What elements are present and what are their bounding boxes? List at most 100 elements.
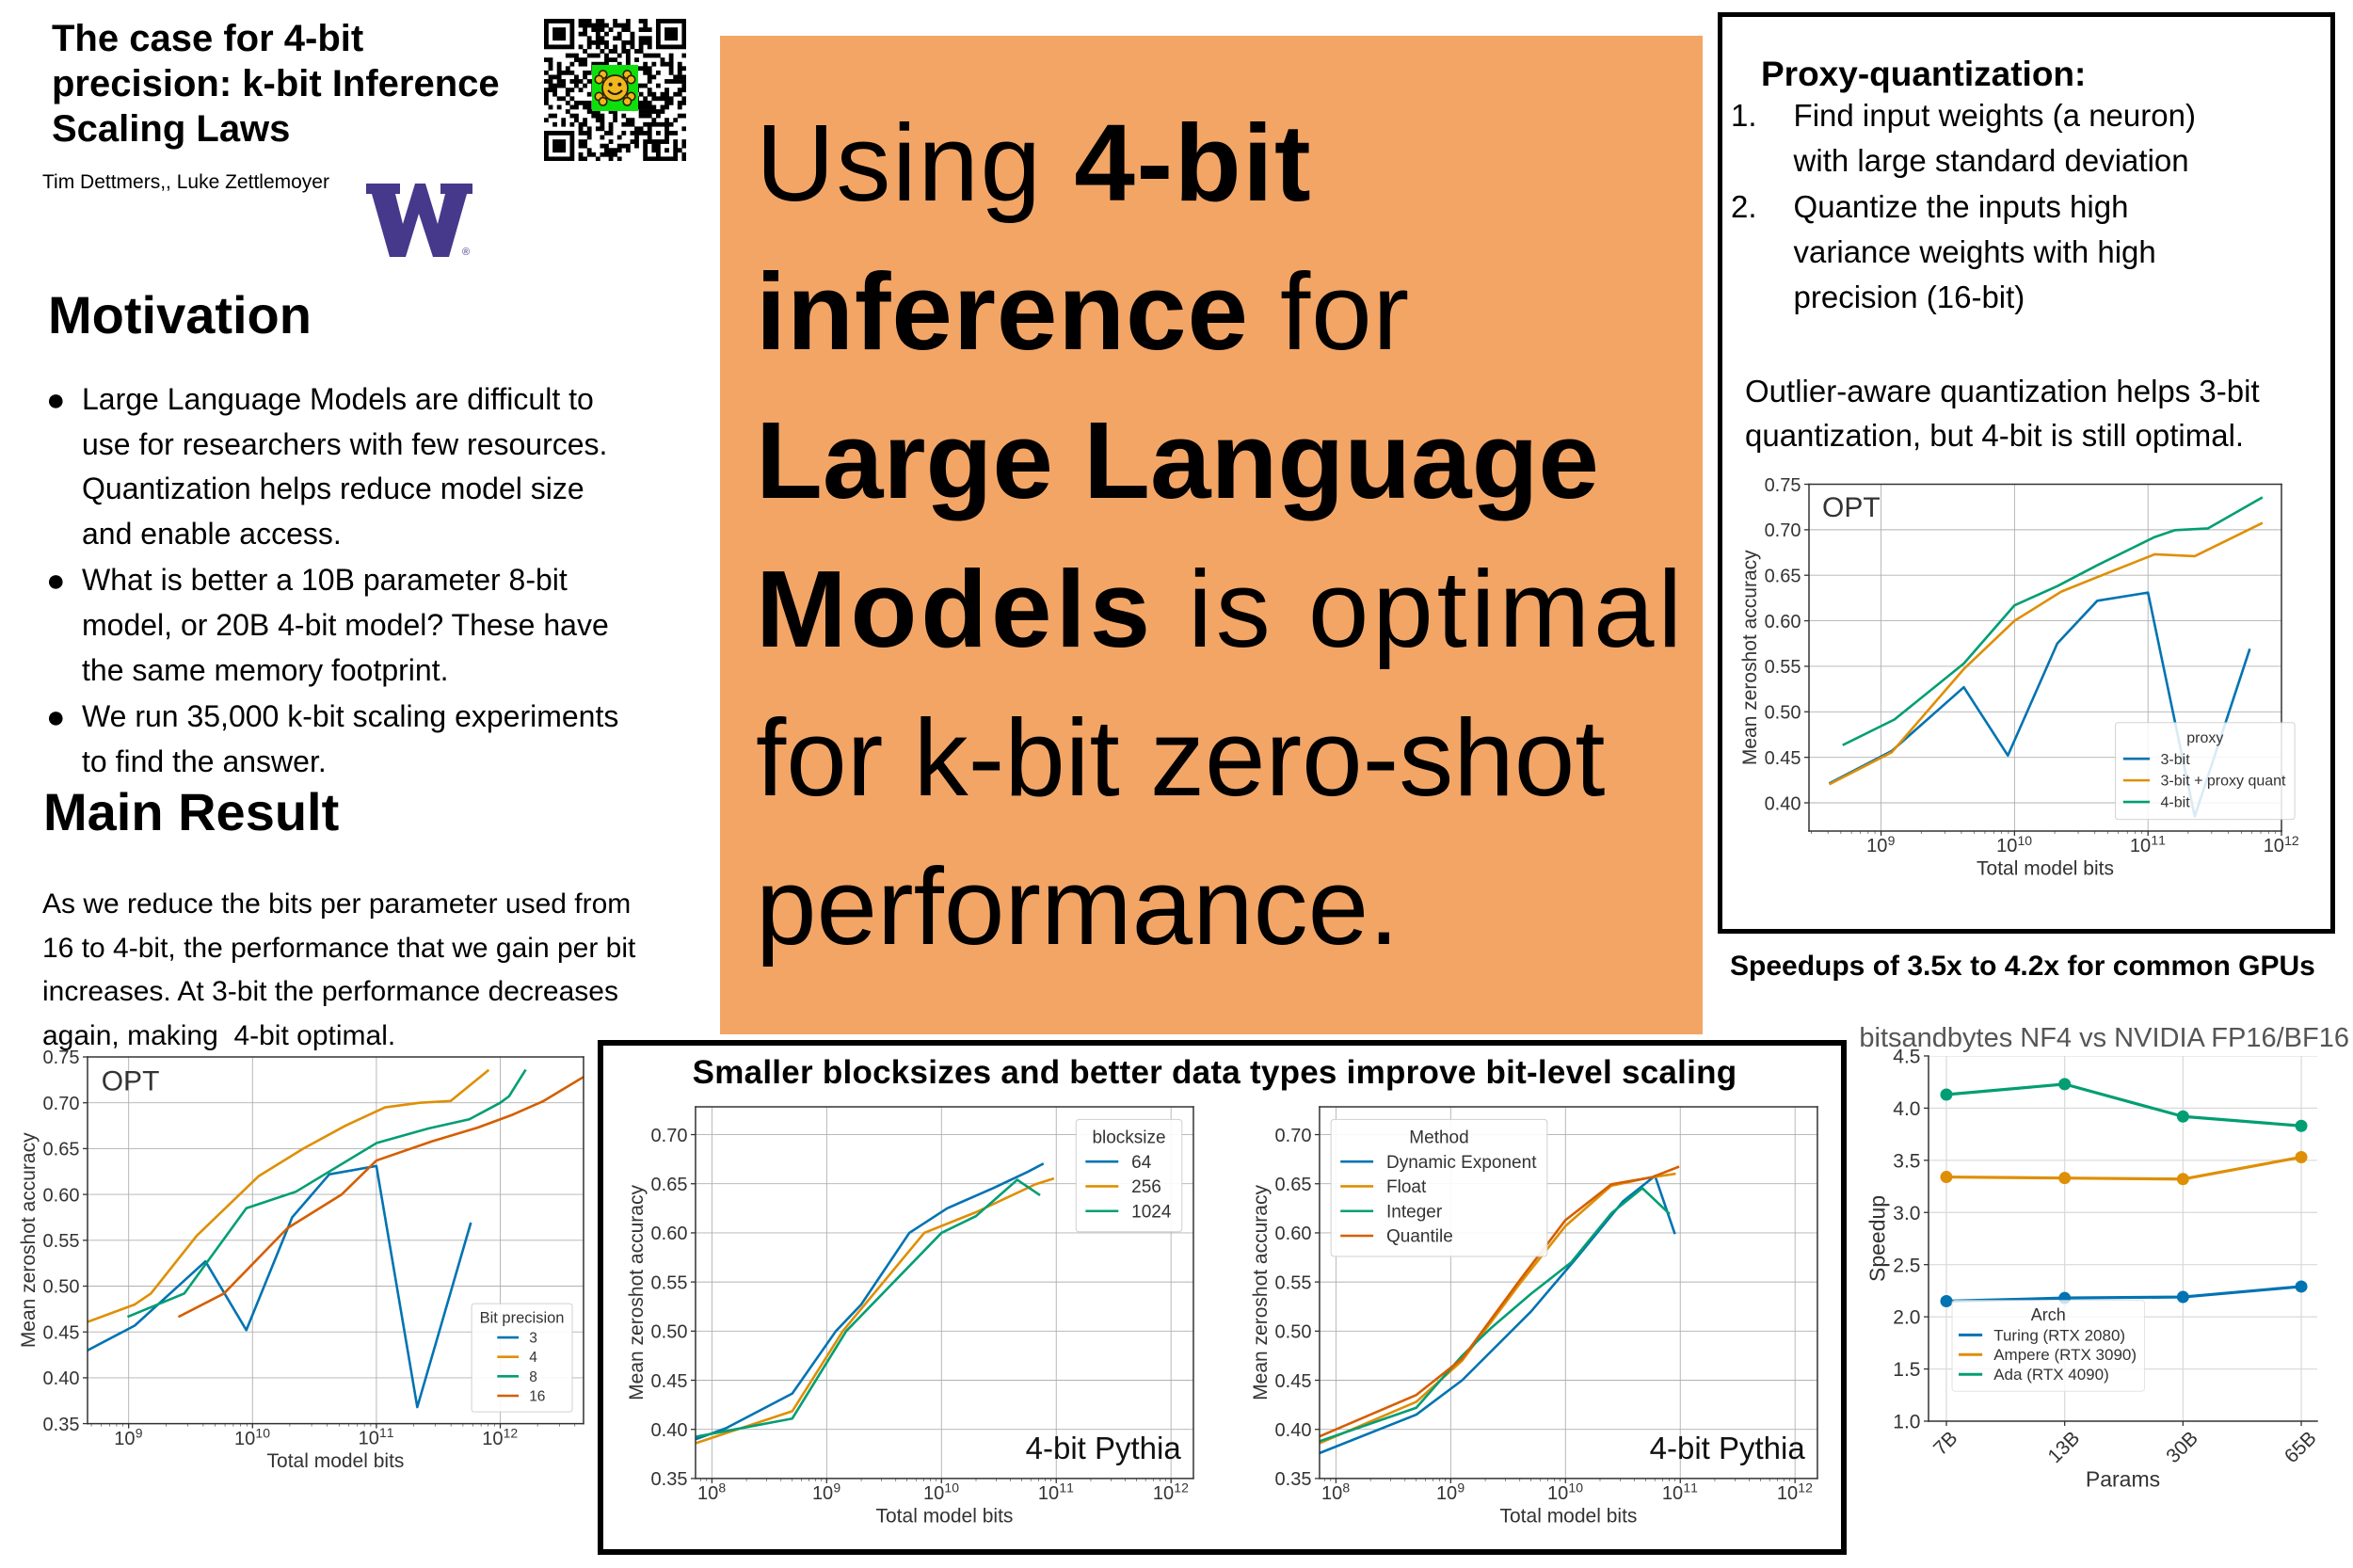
svg-text:0.40: 0.40 [1765,793,1801,814]
svg-text:16: 16 [529,1388,545,1404]
svg-text:1 0 1: 1 0 1 0 [1547,1480,1617,1504]
svg-text:Dynamic Exponent: Dynamic Exponent [1386,1153,1537,1173]
svg-text:2.5: 2.5 [1893,1255,1920,1276]
svg-text:0.60: 0.60 [651,1224,688,1244]
svg-text:1 0 1: 1 0 1 1 [1662,1480,1732,1504]
svg-text:Arch: Arch [2031,1305,2066,1324]
svg-text:0.55: 0.55 [651,1272,688,1293]
svg-text:Mean zeroshot accuracy: Mean zeroshot accuracy [1739,550,1761,765]
svg-text:0.70: 0.70 [1275,1126,1312,1146]
svg-text:0.50: 0.50 [43,1277,80,1298]
svg-text:1 0 9: 1 0 9 [114,1425,176,1448]
svg-text:OPT: OPT [102,1065,160,1096]
svg-text:8: 8 [529,1369,537,1385]
svg-text:proxy: proxy [2186,730,2223,746]
svg-text:0.60: 0.60 [1275,1224,1312,1244]
svg-text:3: 3 [529,1330,537,1346]
svg-text:4-bit Pythia: 4-bit Pythia [1650,1431,1806,1465]
svg-text:Float: Float [1386,1177,1427,1197]
svg-text:bitsandbytes NF4 vs NVIDIA FP1: bitsandbytes NF4 vs NVIDIA FP16/BF16 [1859,1023,2349,1053]
svg-text:4.5: 4.5 [1893,1047,1920,1068]
svg-text:65B: 65B [2281,1428,2321,1468]
svg-text:1 0 1: 1 0 1 0 [923,1480,993,1504]
svg-text:1 0 1: 1 0 1 2 [1153,1480,1223,1504]
svg-text:0.55: 0.55 [43,1231,80,1252]
svg-text:0.60: 0.60 [43,1185,80,1206]
svg-text:1 0 1: 1 0 1 1 [359,1425,428,1448]
svg-text:1.0: 1.0 [1893,1412,1920,1433]
svg-text:1 0 8: 1 0 8 [697,1480,760,1504]
svg-text:0.55: 0.55 [1765,657,1801,678]
svg-text:0.45: 0.45 [43,1322,80,1343]
svg-text:Turing (RTX 2080): Turing (RTX 2080) [1993,1326,2125,1344]
svg-text:Total model bits: Total model bits [876,1505,1014,1527]
svg-text:1024: 1024 [1131,1202,1172,1222]
svg-text:Speedup: Speedup [1865,1195,1890,1282]
svg-text:256: 256 [1131,1177,1161,1197]
svg-text:Total model bits: Total model bits [1977,857,2114,879]
svg-text:0.45: 0.45 [1275,1371,1312,1392]
svg-text:0.40: 0.40 [43,1368,80,1389]
svg-text:Mean zeroshot accuracy: Mean zeroshot accuracy [626,1185,648,1400]
svg-text:0.45: 0.45 [1765,748,1801,769]
svg-text:0.35: 0.35 [43,1415,80,1435]
svg-text:4.0: 4.0 [1893,1098,1920,1120]
svg-text:1 0 1: 1 0 1 2 [1777,1480,1847,1504]
svg-text:2.0: 2.0 [1893,1307,1920,1329]
svg-text:Quantile: Quantile [1386,1227,1453,1247]
svg-text:Bit precision: Bit precision [480,1310,565,1327]
svg-text:13B: 13B [2044,1428,2085,1468]
svg-text:1.5: 1.5 [1893,1359,1920,1381]
svg-text:0.50: 0.50 [651,1322,688,1343]
svg-text:0.55: 0.55 [1275,1272,1312,1293]
svg-text:1 0 1: 1 0 1 1 [2130,833,2200,856]
svg-text:3-bit + proxy quant: 3-bit + proxy quant [2161,774,2287,790]
svg-text:0.40: 0.40 [1275,1420,1312,1441]
svg-text:0.70: 0.70 [651,1126,688,1146]
svg-text:0.65: 0.65 [1275,1175,1312,1195]
svg-text:4-bit: 4-bit [2161,795,2191,811]
svg-text:64: 64 [1131,1153,1152,1173]
svg-text:Mean zeroshot accuracy: Mean zeroshot accuracy [1250,1185,1272,1400]
svg-text:0.75: 0.75 [43,1048,80,1068]
svg-text:Total model bits: Total model bits [267,1450,405,1472]
svg-text:1 0 9: 1 0 9 [812,1480,874,1504]
svg-text:0.50: 0.50 [1765,703,1801,724]
svg-text:®: ® [462,247,470,258]
svg-text:0.65: 0.65 [651,1175,688,1195]
svg-text:0.70: 0.70 [43,1094,80,1114]
svg-text:3.5: 3.5 [1893,1150,1920,1172]
svg-text:Ampere (RTX 3090): Ampere (RTX 3090) [1993,1346,2137,1364]
svg-text:0.65: 0.65 [43,1140,80,1160]
svg-text:OPT: OPT [1822,492,1881,523]
svg-text:7B: 7B [1929,1428,1961,1460]
svg-text:Total model bits: Total model bits [1500,1505,1638,1527]
svg-text:1 0 9: 1 0 9 [1866,833,1929,856]
svg-text:0.50: 0.50 [1275,1322,1312,1343]
svg-text:0.35: 0.35 [651,1469,688,1490]
svg-text:0.65: 0.65 [1765,566,1801,586]
svg-text:1 0 9: 1 0 9 [1436,1480,1498,1504]
svg-text:Integer: Integer [1386,1202,1443,1222]
svg-text:4-bit Pythia: 4-bit Pythia [1026,1431,1182,1465]
svg-text:Mean zeroshot accuracy: Mean zeroshot accuracy [18,1132,40,1348]
svg-text:1 0 8: 1 0 8 [1321,1480,1384,1504]
svg-text:0.75: 0.75 [1765,475,1801,496]
svg-text:1 0 1: 1 0 1 0 [234,1425,304,1448]
svg-text:0.60: 0.60 [1765,612,1801,632]
svg-text:3-bit: 3-bit [2161,752,2191,768]
svg-text:Ada (RTX 4090): Ada (RTX 4090) [1993,1366,2109,1384]
svg-text:0.45: 0.45 [651,1371,688,1392]
svg-text:1 0 1: 1 0 1 0 [1996,833,2066,856]
svg-text:30B: 30B [2162,1428,2202,1468]
svg-text:1 0 1: 1 0 1 2 [2264,833,2325,856]
svg-text:4: 4 [529,1350,537,1366]
svg-text:0.40: 0.40 [651,1420,688,1441]
svg-text:3.0: 3.0 [1893,1203,1920,1224]
svg-text:1 0 1: 1 0 1 2 [482,1425,552,1448]
svg-text:0.35: 0.35 [1275,1469,1312,1490]
svg-text:0.70: 0.70 [1765,520,1801,541]
svg-text:Params: Params [2086,1466,2160,1491]
svg-text:Method: Method [1409,1128,1468,1148]
svg-text:blocksize: blocksize [1092,1128,1165,1148]
